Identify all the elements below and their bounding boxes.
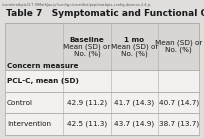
Text: Control: Control (7, 100, 33, 106)
Text: 42.9 (11.2): 42.9 (11.2) (67, 99, 107, 106)
Text: PCL-C, mean (SD): PCL-C, mean (SD) (7, 78, 79, 84)
Bar (5, 23, 199, 135)
Bar (5, 23, 199, 70)
Text: Mean (SD) or: Mean (SD) or (63, 43, 111, 50)
Text: Baseline: Baseline (70, 37, 104, 43)
Text: No. (%): No. (%) (121, 50, 148, 57)
Bar (5, 70, 199, 92)
Text: No. (%): No. (%) (165, 47, 192, 53)
Text: /core/mathpix/3.7.9/MathJax.js?config=/core/dist/pnp/mathpix-config-desmos-3.4.j: /core/mathpix/3.7.9/MathJax.js?config=/c… (2, 3, 151, 7)
Text: 40.7 (14.7): 40.7 (14.7) (159, 99, 199, 106)
Text: Concern measure: Concern measure (7, 63, 79, 69)
Text: 42.5 (11.3): 42.5 (11.3) (67, 121, 107, 127)
Text: Intervention: Intervention (7, 121, 51, 127)
Text: 43.7 (14.9): 43.7 (14.9) (114, 121, 155, 127)
Text: 1 mo: 1 mo (124, 37, 144, 43)
Text: Mean (SD) or: Mean (SD) or (111, 43, 158, 50)
Text: 41.7 (14.3): 41.7 (14.3) (114, 99, 155, 106)
Bar (5, 92, 199, 113)
Text: No. (%): No. (%) (74, 50, 100, 57)
Bar (5, 113, 199, 135)
Text: 38.7 (13.7): 38.7 (13.7) (159, 121, 199, 127)
Text: Mean (SD) or: Mean (SD) or (155, 40, 202, 46)
Text: Table 7   Symptomatic and Functional Outcomes Over time: Table 7 Symptomatic and Functional Outco… (6, 9, 204, 18)
